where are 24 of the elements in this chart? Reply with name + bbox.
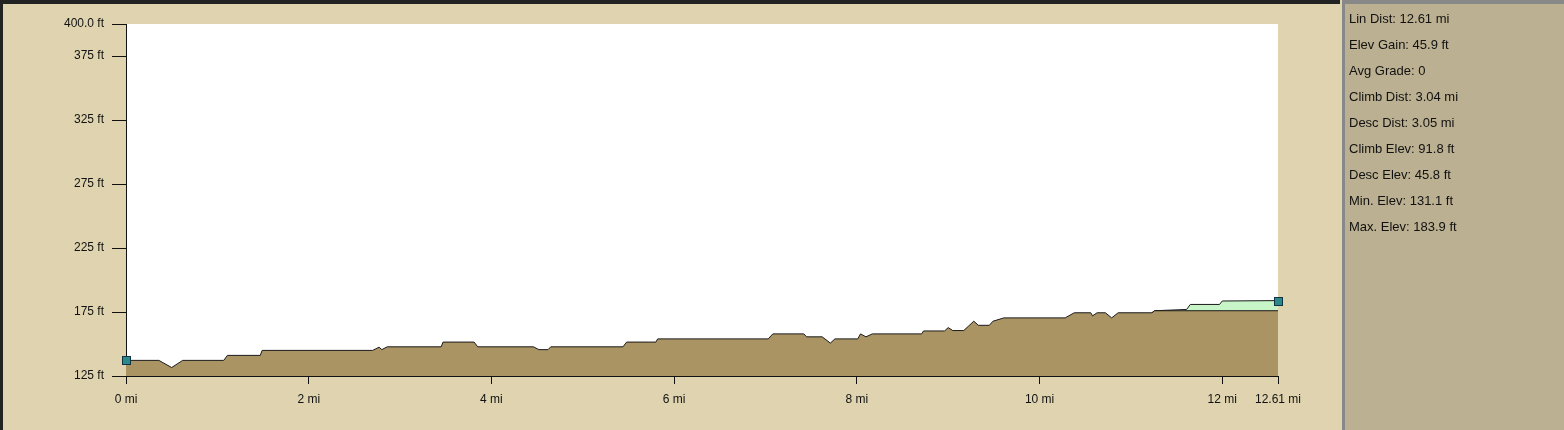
y-tick-label: 400.0 ft: [63, 16, 105, 31]
x-tick-label: 10 mi: [1024, 391, 1055, 406]
text: Climb Elev: 91.8 ft: [1349, 140, 1456, 158]
y-tick-label: 125 ft: [73, 368, 105, 383]
y-tick-label: 275 ft: [73, 176, 105, 191]
x-tick-label: 0 mi: [114, 391, 138, 406]
text: Desc Elev: 45.8 ft: [1349, 166, 1452, 184]
x-tick-label: 2 mi: [297, 391, 321, 406]
x-tick-label: 12.61 mi: [1254, 391, 1302, 406]
text: Elev Gain: 45.9 ft: [1349, 36, 1450, 54]
text: Avg Grade: 0: [1349, 62, 1427, 80]
text: Lin Dist: 12.61 mi: [1349, 10, 1451, 28]
text: Climb Dist: 3.04 mi: [1349, 88, 1460, 106]
x-tick-label: 8 mi: [845, 391, 869, 406]
text: Min. Elev: 131.1 ft: [1349, 192, 1455, 210]
x-tick-label: 12 mi: [1207, 391, 1237, 406]
y-tick-label: 325 ft: [73, 112, 105, 127]
text: Max. Elev: 183.9 ft: [1349, 218, 1458, 236]
y-tick-label: 175 ft: [73, 304, 105, 319]
x-tick-label: 6 mi: [662, 391, 686, 406]
y-tick-label: 225 ft: [73, 240, 105, 255]
x-tick-label: 4 mi: [480, 391, 503, 406]
y-tick-label: 375 ft: [73, 48, 105, 63]
text: Desc Dist: 3.05 mi: [1349, 114, 1456, 132]
